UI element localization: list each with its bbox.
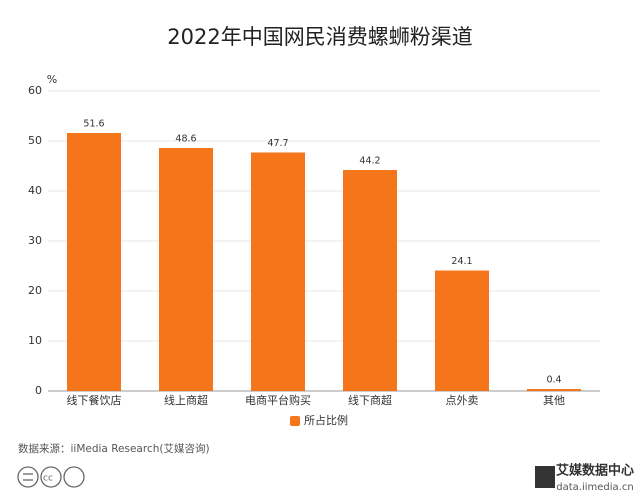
x-tick-label: 线上商超	[164, 393, 208, 407]
bar	[527, 389, 581, 391]
license-icons	[17, 466, 85, 488]
bar	[251, 152, 305, 391]
y-unit: %	[47, 73, 57, 86]
y-tick-label: 0	[35, 384, 42, 397]
brand-url: data.iimedia.cn	[556, 482, 633, 493]
data-label: 24.1	[451, 256, 472, 267]
data-label: 47.7	[267, 138, 288, 149]
x-tick-label: 线下商超	[348, 393, 392, 407]
x-tick-label: 点外卖	[446, 394, 479, 407]
brand-logo	[535, 466, 555, 488]
brand-name: 艾媒数据中心	[556, 463, 634, 479]
legend-label: 所占比例	[304, 413, 348, 427]
bar	[343, 170, 397, 391]
y-tick-label: 50	[28, 134, 42, 147]
x-tick-label: 其他	[543, 394, 565, 407]
x-tick-label: 线下餐饮店	[67, 393, 122, 407]
y-tick-label: 60	[28, 84, 42, 97]
legend-swatch	[290, 416, 300, 426]
data-label: 51.6	[83, 119, 104, 130]
x-tick-label: 电商平台购买	[245, 393, 311, 407]
y-tick-label: 40	[28, 184, 42, 197]
bar	[67, 133, 121, 391]
y-tick-label: 30	[28, 234, 42, 247]
y-tick-label: 10	[28, 334, 42, 347]
data-label: 44.2	[359, 156, 380, 167]
cc-icon: cc	[43, 474, 53, 484]
y-tick-label: 20	[28, 284, 42, 297]
bar	[435, 270, 489, 391]
data-label: 0.4	[546, 375, 561, 386]
source: 数据来源：iiMedia Research(艾媒咨询)	[18, 442, 210, 455]
chart-title: 2022年中国网民消费螺蛳粉渠道	[167, 25, 472, 49]
bar	[159, 148, 213, 391]
data-label: 48.6	[175, 134, 196, 145]
